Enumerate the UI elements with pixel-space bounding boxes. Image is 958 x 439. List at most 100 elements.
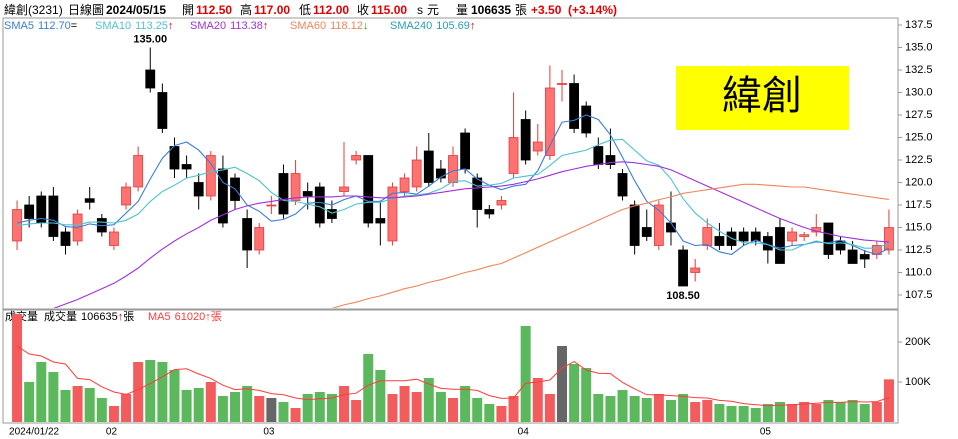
open: 112.50: [196, 3, 232, 17]
legend-value: 113.38: [230, 20, 263, 32]
candle-body: [339, 186, 349, 192]
volume-bar: [532, 378, 543, 422]
y-tick-label: 125.0: [905, 131, 933, 143]
candle-body: [84, 198, 95, 203]
volume-bar: [774, 402, 785, 422]
candle-body: [532, 141, 543, 152]
volume-bar: [108, 406, 119, 422]
ma-line: [16, 114, 890, 256]
legend-entry: SMA60 118.12↓: [290, 20, 368, 32]
volume-bar: [653, 394, 664, 422]
candle-body: [775, 227, 785, 264]
volume-bar: [750, 408, 761, 422]
candle-body: [387, 186, 398, 242]
y-tick-label: 135.0: [905, 41, 933, 53]
candle-body: [508, 137, 519, 174]
volume-bar: [12, 314, 23, 422]
y-tick-label: 107.5: [905, 289, 933, 301]
volume-bar: [448, 398, 458, 422]
low-label: 低: [299, 3, 311, 17]
unit: 元: [427, 3, 439, 17]
candle-body: [544, 87, 555, 156]
legend-value: 106635: [81, 311, 118, 323]
volume-bar: [641, 398, 652, 422]
y-tick-label: 117.5: [905, 199, 932, 211]
candle-body: [351, 155, 362, 161]
header: 緯創(3231) 日線圖 2024/05/15 開 112.50 高 117.0…: [4, 2, 617, 17]
candle-body: [181, 164, 192, 170]
candle-body: [423, 150, 434, 183]
volume-bar: [593, 394, 604, 422]
volume-bar: [460, 386, 471, 422]
candle-body: [411, 159, 422, 188]
watermark-box: [676, 66, 849, 130]
legend-value: 113.25: [135, 20, 168, 32]
legend-value: 112.70: [38, 20, 71, 32]
legend-entry: MA5 61020↑張: [148, 310, 222, 323]
volume-bar: [121, 394, 132, 422]
candle-body: [678, 249, 688, 287]
candle-body: [157, 92, 168, 129]
legend-entry: SMA10 113.25↑: [95, 20, 173, 32]
volume-bar: [193, 388, 204, 422]
volume-bar: [84, 388, 95, 422]
legend-trend: ↑: [168, 20, 174, 32]
volume-bar: [60, 390, 71, 422]
candle-body: [702, 227, 713, 246]
candle-body: [847, 249, 858, 264]
volume-bar: [96, 398, 107, 422]
annotation: 108.50: [666, 290, 700, 302]
candle-body: [242, 218, 253, 251]
high-label: 高: [240, 2, 252, 17]
legend-name: SMA20: [190, 20, 226, 32]
candle-body: [460, 132, 471, 170]
close-label: 收: [357, 3, 369, 17]
candle-body: [496, 200, 507, 206]
volume-bar: [556, 346, 567, 422]
volume-bar: [72, 386, 83, 422]
volume-bar: [823, 400, 834, 422]
volume-bar: [230, 392, 241, 422]
volume-bar: [569, 364, 580, 422]
candle-body: [121, 186, 131, 206]
x-tick-label: 04: [518, 427, 530, 438]
candle-body: [375, 218, 386, 224]
volume-bar: [581, 368, 592, 422]
y-tick-label: 120.0: [905, 176, 933, 188]
candle-body: [205, 155, 216, 197]
legend-unit: 張: [123, 310, 134, 323]
candle-body: [48, 195, 59, 237]
candle-body: [569, 83, 579, 129]
candle-body: [290, 173, 301, 201]
high: 117.00: [254, 3, 290, 17]
annotation: 135.00: [133, 33, 167, 45]
change: +3.50: [531, 3, 562, 17]
volume-bar: [36, 362, 47, 422]
candle-body: [629, 204, 640, 246]
legend-trend: ↓: [363, 20, 369, 32]
candle-body: [169, 146, 180, 170]
x-tick-label: 03: [263, 427, 275, 438]
candle-body: [133, 155, 144, 188]
candle-body: [363, 155, 374, 224]
legend-trend: ↑: [118, 311, 124, 323]
candle-body: [823, 222, 834, 255]
candle-body: [484, 209, 495, 215]
candle-body: [617, 173, 628, 197]
y-tick-label: 130.0: [905, 86, 933, 98]
volume-bar: [726, 406, 737, 422]
stock-name: 緯創(3231): [4, 2, 63, 17]
candle-body: [557, 83, 567, 85]
volume-bar: [48, 372, 59, 422]
volume-bar: [314, 392, 325, 422]
legend-name: SMA60: [290, 20, 326, 32]
volume-ma-line: [16, 345, 890, 407]
legend-entry: SMA5 112.70=: [4, 20, 77, 32]
legend-name: 成交量: [44, 309, 77, 323]
volume-bar: [762, 404, 773, 422]
y-tick-label: 115.0: [905, 221, 932, 233]
volume-bar: [242, 386, 253, 422]
legend-value: 105.69: [436, 20, 470, 32]
candle-body: [750, 231, 761, 242]
